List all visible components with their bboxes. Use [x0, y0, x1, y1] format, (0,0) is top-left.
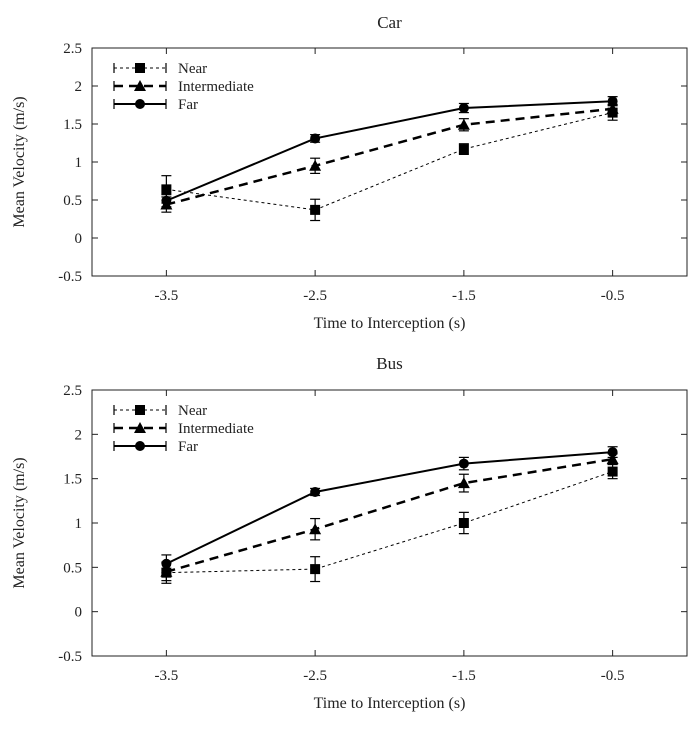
x-tick-label: -2.5 — [303, 288, 327, 304]
data-point — [458, 103, 469, 114]
series-line — [166, 457, 613, 573]
x-tick-label: -2.5 — [303, 668, 327, 684]
data-point — [310, 564, 321, 575]
x-axis-label: Time to Interception (s) — [314, 695, 466, 712]
legend-marker — [134, 422, 146, 433]
data-point — [458, 518, 469, 528]
chart-title: Car — [377, 13, 402, 32]
data-point — [458, 458, 469, 469]
data-point — [457, 477, 470, 489]
legend-label: Far — [178, 97, 198, 113]
y-tick-label: -0.5 — [58, 649, 82, 665]
series-intermediate — [160, 102, 619, 213]
x-tick-label: -0.5 — [601, 668, 625, 684]
x-tick-label: -1.5 — [452, 668, 476, 684]
x-tick-label: -3.5 — [155, 288, 179, 304]
data-point — [607, 447, 618, 458]
x-axis-label: Time to Interception (s) — [314, 315, 466, 332]
y-tick-label: -0.5 — [58, 269, 82, 285]
y-tick-label: 0.5 — [63, 560, 82, 576]
chart-panel-1: Car -0.5 0 0.5 1 1.5 2 2.5 -3.5 -2.5 -1.5 -0.5 Time … — [11, 13, 688, 332]
y-tick-label: 2.5 — [63, 41, 82, 57]
legend-label: Intermediate — [178, 421, 254, 437]
series-far — [161, 96, 618, 208]
data-point — [606, 102, 619, 114]
series-line — [166, 112, 613, 211]
y-tick-label: 0 — [75, 231, 83, 247]
legend-marker — [134, 80, 146, 91]
y-tick-label: 1.5 — [63, 472, 82, 488]
x-tick-label: -0.5 — [601, 288, 625, 304]
data-point — [606, 453, 619, 465]
legend-label: Near — [178, 403, 207, 419]
y-axis-label: Mean Velocity (m/s) — [11, 96, 28, 227]
data-point — [161, 558, 172, 569]
series-near — [161, 463, 618, 584]
x-tick-label: -3.5 — [155, 668, 179, 684]
data-point — [457, 118, 470, 130]
legend-label: Intermediate — [178, 79, 254, 95]
data-point — [161, 184, 172, 195]
data-point — [458, 144, 469, 155]
data-point — [607, 466, 618, 477]
y-tick-label: 2.5 — [63, 383, 82, 399]
series-line — [165, 100, 613, 202]
y-tick-label: 0 — [75, 605, 83, 621]
data-point — [310, 486, 321, 497]
legend-marker — [135, 405, 145, 415]
chart-title: Bus — [376, 354, 402, 373]
legend-label: Near — [178, 61, 207, 77]
y-tick-label: 2 — [75, 427, 83, 443]
legend: Near Intermediate Far — [113, 61, 254, 113]
legend-marker — [135, 441, 145, 451]
x-tick-label: -1.5 — [452, 288, 476, 304]
y-tick-label: 1 — [75, 516, 83, 532]
legend: Near Intermediate Far — [113, 403, 254, 455]
data-point — [310, 204, 321, 215]
series-line — [165, 451, 613, 565]
series-line — [166, 107, 613, 206]
data-point — [309, 159, 322, 171]
legend-marker — [135, 99, 145, 109]
data-point — [607, 96, 618, 107]
y-axis-label: Mean Velocity (m/s) — [11, 457, 28, 588]
data-point — [161, 195, 172, 206]
series-far — [161, 446, 618, 574]
y-tick-label: 2 — [75, 79, 83, 95]
y-tick-label: 1.5 — [63, 117, 82, 133]
series-intermediate — [160, 453, 619, 582]
chart-panel-2: Bus -0.5 0 0.5 1 1.5 2 2.5 -3.5 -2.5 -1.5 -0.5 Time … — [11, 354, 688, 712]
y-tick-label: 0.5 — [63, 193, 82, 209]
series-line — [166, 471, 613, 574]
legend-label: Far — [178, 439, 198, 455]
legend-marker — [135, 63, 145, 73]
y-tick-label: 1 — [75, 155, 83, 171]
data-point — [310, 133, 321, 144]
data-point — [309, 523, 322, 535]
